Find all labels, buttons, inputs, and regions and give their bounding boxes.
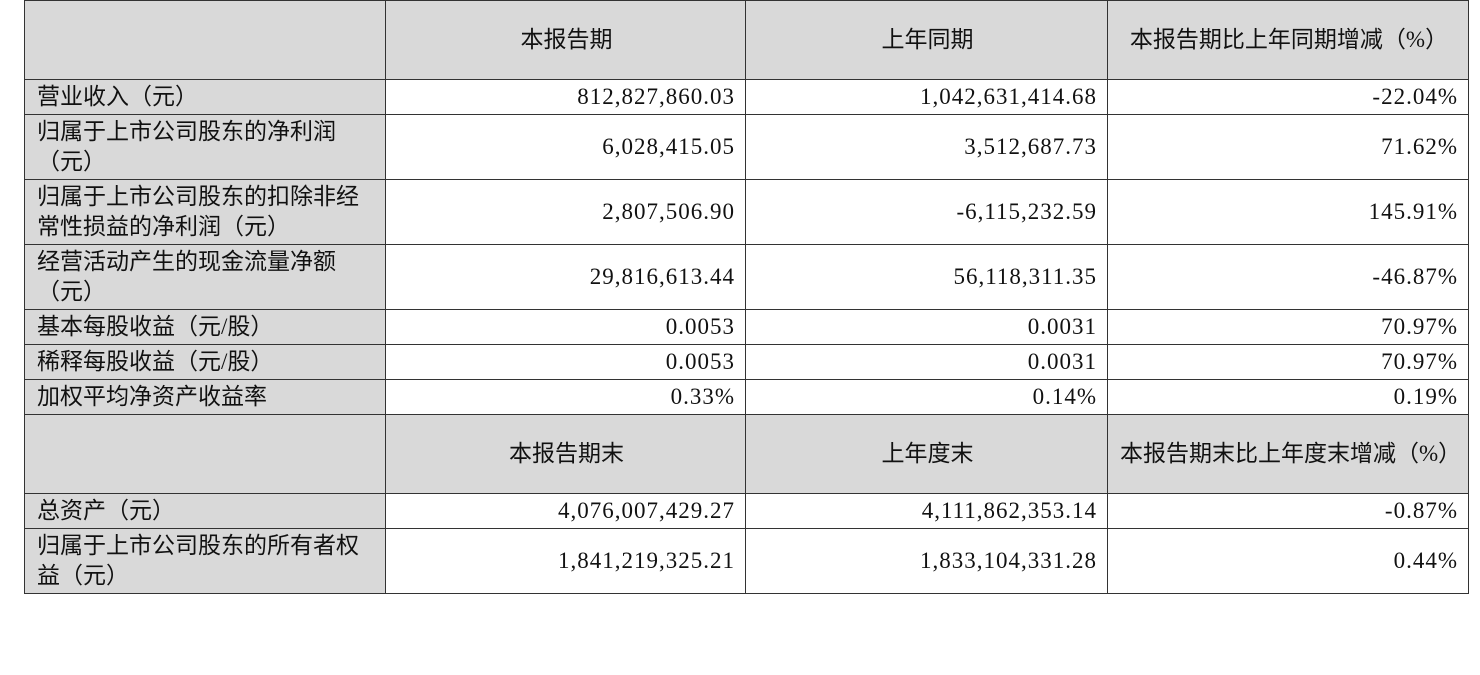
value-cell: 0.0053	[385, 344, 746, 380]
value-cell: 4,076,007,429.27	[385, 493, 746, 529]
value-cell: 0.19%	[1107, 379, 1469, 415]
header-cell: 本报告期末比上年度末增减（%）	[1107, 414, 1469, 494]
row-label: 营业收入（元）	[24, 79, 386, 115]
data-row: 稀释每股收益（元/股） 0.0053 0.0031 70.97%	[24, 344, 1469, 380]
value-cell: 812,827,860.03	[385, 79, 746, 115]
data-row: 营业收入（元） 812,827,860.03 1,042,631,414.68 -22…	[24, 79, 1469, 115]
row-label: 稀释每股收益（元/股）	[24, 344, 386, 380]
financial-table: 本报告期 上年同期 本报告期比上年同期增减（%） 营业收入（元） 812,827,860…	[24, 0, 1469, 594]
value-cell: 71.62%	[1107, 114, 1469, 180]
data-row: 归属于上市公司股东的扣除非经常性损益的净利润（元） 2,807,506.90 -6,…	[24, 179, 1469, 245]
value-cell: 4,111,862,353.14	[745, 493, 1108, 529]
value-cell: 0.33%	[385, 379, 746, 415]
header-cell: 本报告期比上年同期增减（%）	[1107, 0, 1469, 80]
value-cell: 2,807,506.90	[385, 179, 746, 245]
value-cell: 1,833,104,331.28	[745, 528, 1108, 594]
row-label: 归属于上市公司股东的扣除非经常性损益的净利润（元）	[24, 179, 386, 245]
value-cell: 0.14%	[745, 379, 1108, 415]
header-row: 本报告期末 上年度末 本报告期末比上年度末增减（%）	[24, 414, 1469, 494]
header-cell: 上年度末	[745, 414, 1108, 494]
value-cell: -0.87%	[1107, 493, 1469, 529]
value-cell: 3,512,687.73	[745, 114, 1108, 180]
value-cell: 0.0031	[745, 344, 1108, 380]
table-body: 本报告期 上年同期 本报告期比上年同期增减（%） 营业收入（元） 812,827,860…	[24, 0, 1469, 594]
data-row: 归属于上市公司股东的所有者权益（元） 1,841,219,325.21 1,833,…	[24, 528, 1469, 594]
value-cell: 56,118,311.35	[745, 244, 1108, 310]
row-label: 归属于上市公司股东的净利润（元）	[24, 114, 386, 180]
data-row: 基本每股收益（元/股） 0.0053 0.0031 70.97%	[24, 309, 1469, 345]
data-row: 经营活动产生的现金流量净额（元） 29,816,613.44 56,118,311.…	[24, 244, 1469, 310]
value-cell: 70.97%	[1107, 309, 1469, 345]
data-row: 总资产（元） 4,076,007,429.27 4,111,862,353.14 -0…	[24, 493, 1469, 529]
header-row: 本报告期 上年同期 本报告期比上年同期增减（%）	[24, 0, 1469, 80]
value-cell: -22.04%	[1107, 79, 1469, 115]
value-cell: 0.0031	[745, 309, 1108, 345]
header-cell	[24, 414, 386, 494]
header-cell: 上年同期	[745, 0, 1108, 80]
value-cell: 70.97%	[1107, 344, 1469, 380]
row-label: 加权平均净资产收益率	[24, 379, 386, 415]
value-cell: 29,816,613.44	[385, 244, 746, 310]
header-cell: 本报告期	[385, 0, 746, 80]
header-cell	[24, 0, 386, 80]
row-label: 基本每股收益（元/股）	[24, 309, 386, 345]
row-label: 归属于上市公司股东的所有者权益（元）	[24, 528, 386, 594]
data-row: 加权平均净资产收益率 0.33% 0.14% 0.19%	[24, 379, 1469, 415]
value-cell: 145.91%	[1107, 179, 1469, 245]
value-cell: 1,841,219,325.21	[385, 528, 746, 594]
value-cell: 6,028,415.05	[385, 114, 746, 180]
row-label: 经营活动产生的现金流量净额（元）	[24, 244, 386, 310]
value-cell: 1,042,631,414.68	[745, 79, 1108, 115]
data-row: 归属于上市公司股东的净利润（元） 6,028,415.05 3,512,687.73…	[24, 114, 1469, 180]
value-cell: 0.0053	[385, 309, 746, 345]
value-cell: 0.44%	[1107, 528, 1469, 594]
value-cell: -6,115,232.59	[745, 179, 1108, 245]
row-label: 总资产（元）	[24, 493, 386, 529]
header-cell: 本报告期末	[385, 414, 746, 494]
value-cell: -46.87%	[1107, 244, 1469, 310]
